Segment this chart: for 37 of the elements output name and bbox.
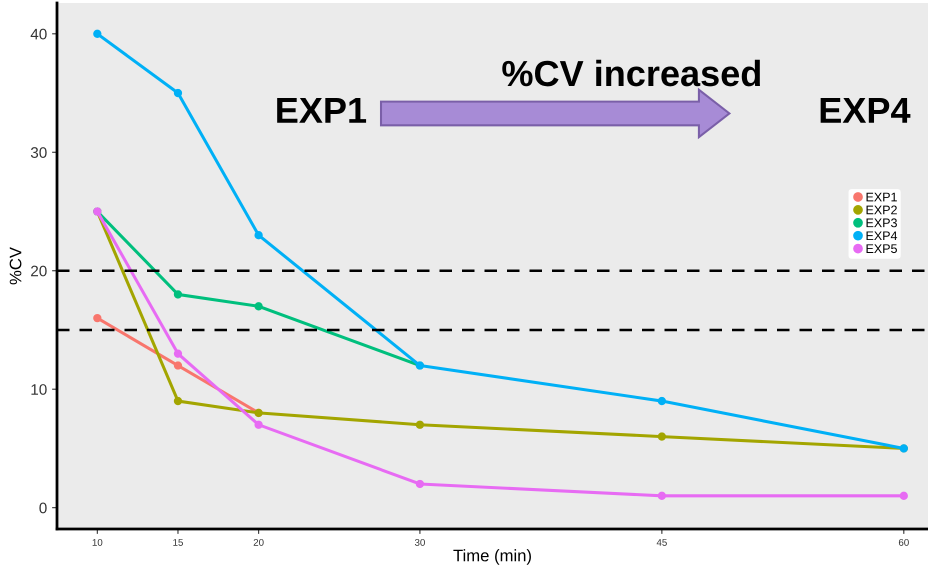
- y-tick-label: 20: [31, 266, 47, 276]
- x-axis-title: Time (min): [453, 549, 531, 565]
- point: [254, 231, 263, 240]
- y-tick-label: 0: [39, 502, 47, 514]
- point: [254, 420, 263, 429]
- x-tick-label: 45: [656, 539, 667, 546]
- x-tick-label: 30: [414, 538, 425, 546]
- point: [174, 290, 182, 299]
- point: [900, 492, 908, 500]
- annotation: EXP1: [277, 98, 366, 123]
- point: [93, 314, 102, 322]
- point: [254, 302, 263, 310]
- point: [416, 480, 424, 488]
- point: [658, 432, 666, 441]
- y-tick-label: 10: [31, 384, 47, 395]
- legend-label: EXP1: [866, 192, 897, 202]
- point: [174, 361, 182, 370]
- point: [658, 396, 666, 406]
- point: [416, 420, 424, 429]
- point: [174, 396, 182, 406]
- x-tick-label: 15: [173, 539, 183, 546]
- legend-label: EXP3: [866, 218, 897, 228]
- y-tick-label: 30: [30, 147, 47, 158]
- legend-label: EXP2: [866, 206, 897, 214]
- point: [174, 88, 182, 98]
- legend-label: EXP4: [866, 231, 898, 240]
- y-axis-title: %CV: [10, 247, 22, 284]
- x-tick-label: 60: [898, 538, 909, 546]
- annotation: EXP4: [820, 98, 910, 123]
- legend-label: EXP5: [866, 244, 897, 254]
- x-tick-label: 10: [92, 538, 102, 546]
- point: [174, 350, 182, 358]
- annotation: %CV increased: [502, 60, 760, 86]
- x-tick-label: 20: [254, 538, 264, 546]
- y-tick-label: 40: [30, 28, 47, 40]
- point: [658, 492, 666, 500]
- point: [93, 30, 102, 38]
